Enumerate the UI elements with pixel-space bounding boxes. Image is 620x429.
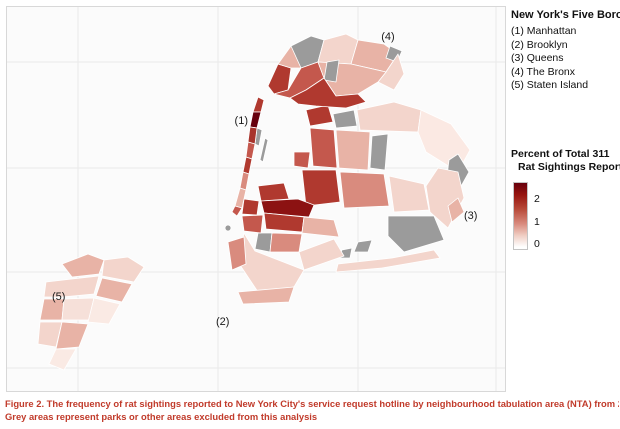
nta-region xyxy=(241,214,264,234)
nyc-choropleth-map: (1) (2) (3) (4) (5) xyxy=(6,6,506,392)
excluded-area-region xyxy=(254,232,273,253)
nta-region xyxy=(231,205,243,217)
colorbar-tick-0: 0 xyxy=(534,238,540,250)
nta-region xyxy=(260,198,315,218)
borough-manhattan xyxy=(231,96,269,217)
map-panel: (1) (2) (3) (4) (5) xyxy=(6,6,506,392)
nta-region xyxy=(95,277,133,303)
nta-region xyxy=(227,236,247,271)
excluded-area-region xyxy=(323,59,340,83)
nta-region xyxy=(43,275,100,298)
colorbar-title-line-2: Rat Sightings Reported xyxy=(518,160,620,173)
nta-region xyxy=(388,175,430,213)
figure-caption: Figure 2. The frequency of rat sightings… xyxy=(5,397,619,423)
caption-line-2: Grey areas represent parks or other area… xyxy=(5,411,318,422)
borough-bronx xyxy=(267,33,405,109)
nta-region xyxy=(87,297,121,325)
borough-brooklyn xyxy=(224,182,345,305)
nta-region xyxy=(289,77,367,109)
nta-region xyxy=(293,151,311,169)
nta-region xyxy=(335,249,441,273)
nta-region xyxy=(267,63,292,95)
map-label-manhattan: (1) xyxy=(235,115,248,127)
nta-region xyxy=(241,198,260,216)
map-label-queens: (3) xyxy=(464,210,477,222)
colorbar-title: Percent of Total 311 Rat Sightings Repor… xyxy=(511,148,620,173)
nta-region xyxy=(269,232,303,253)
legend-item-manhattan: (1) Manhattan xyxy=(511,25,577,37)
caption-line-1: Figure 2. The frequency of rat sightings… xyxy=(5,398,619,409)
nta-region xyxy=(257,182,290,202)
excluded-area-region xyxy=(353,239,373,253)
colorbar-tick-2: 2 xyxy=(534,193,540,205)
colorbar-legend: Percent of Total 311 Rat Sightings Repor… xyxy=(511,148,620,254)
colorbar-title-line-1: Percent of Total 311 xyxy=(511,148,610,160)
nta-region xyxy=(301,169,341,207)
excluded-area-region xyxy=(259,137,269,163)
nta-region xyxy=(309,127,338,169)
borough-queens xyxy=(293,101,471,273)
colorbar-scale: 2 1 0 xyxy=(511,182,617,254)
nta-region xyxy=(101,256,145,283)
nta-region xyxy=(447,197,465,223)
nta-region xyxy=(237,286,295,305)
map-label-brooklyn: (2) xyxy=(216,316,229,328)
colorbar-gradient xyxy=(513,182,528,250)
colorbar-tick-1: 1 xyxy=(534,216,540,228)
map-label-bronx: (4) xyxy=(381,31,394,43)
nta-region xyxy=(339,171,390,209)
borough-staten-island xyxy=(37,253,145,371)
borough-legend-title: New York's Five Boroughs: xyxy=(511,9,620,21)
excluded-area-region xyxy=(224,224,232,232)
nta-region xyxy=(247,126,258,145)
nta-region xyxy=(55,321,89,350)
excluded-area-region xyxy=(369,133,389,171)
nta-region xyxy=(61,253,105,278)
nta-region xyxy=(301,216,340,238)
borough-legend: New York's Five Boroughs: (1) Manhattan … xyxy=(511,9,620,93)
nta-region xyxy=(335,129,371,171)
nta-region xyxy=(48,348,77,371)
map-borough-number-labels: (1) (2) (3) (4) (5) xyxy=(52,31,477,328)
legend-item-bronx: (4) The Bronx xyxy=(511,65,575,78)
legend-item-brooklyn: (2) Brooklyn xyxy=(511,38,568,51)
map-label-staten-island: (5) xyxy=(52,291,65,303)
excluded-area-region xyxy=(387,215,445,253)
excluded-area-region xyxy=(332,109,358,129)
legend-item-queens: (3) Queens xyxy=(511,52,564,64)
nta-region xyxy=(377,53,405,91)
nta-region xyxy=(37,321,63,348)
nta-region xyxy=(298,238,345,271)
legend-item-staten-island: (5) Staten Island xyxy=(511,79,589,91)
